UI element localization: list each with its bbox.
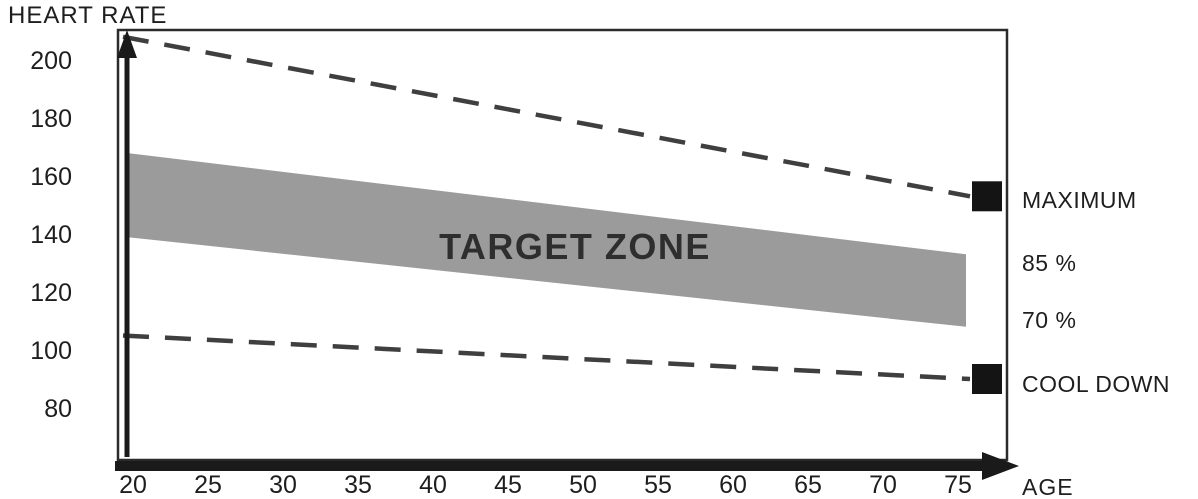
y-tick-label: 120	[30, 279, 72, 307]
x-tick-label: 25	[194, 471, 222, 499]
dashed-line-cool-down	[122, 333, 971, 382]
dashed-line-maximum	[122, 34, 971, 199]
x-tick-label: 50	[569, 471, 597, 499]
x-tick-label: 20	[119, 471, 147, 499]
x-axis-arrowhead	[982, 452, 1019, 480]
legend-maximum: MAXIMUM	[1022, 187, 1137, 213]
x-tick-label: 40	[419, 471, 447, 499]
y-axis-arrowhead	[117, 30, 137, 58]
x-axis-title: AGE	[1022, 474, 1074, 499]
x-tick-label: 45	[494, 471, 522, 499]
y-axis-title: HEART RATE	[8, 2, 168, 29]
y-tick-label: 180	[30, 105, 72, 133]
legend-cool-down: COOL DOWN	[1022, 371, 1171, 397]
x-tick-label: 35	[344, 471, 372, 499]
square-marker-cool-down	[972, 364, 1002, 394]
y-tick-label: 80	[44, 395, 72, 423]
x-tick-label: 30	[269, 471, 297, 499]
y-tick-label: 200	[30, 47, 72, 75]
legend-85-percent: 85 %	[1022, 250, 1077, 276]
y-tick-label: 100	[30, 337, 72, 365]
legend-70-percent: 70 %	[1022, 307, 1077, 333]
x-tick-label: 55	[644, 471, 672, 499]
plot-border	[116, 28, 1009, 462]
y-tick-label: 160	[30, 163, 72, 191]
x-tick-label: 65	[794, 471, 822, 499]
x-tick-label: 75	[944, 471, 972, 499]
y-tick-label: 140	[30, 221, 72, 249]
square-marker-maximum	[972, 181, 1002, 212]
x-tick-label: 60	[719, 471, 747, 499]
target-zone-band	[125, 152, 966, 327]
x-tick-label: 70	[869, 471, 897, 499]
target-zone-label: TARGET ZONE	[439, 226, 711, 267]
